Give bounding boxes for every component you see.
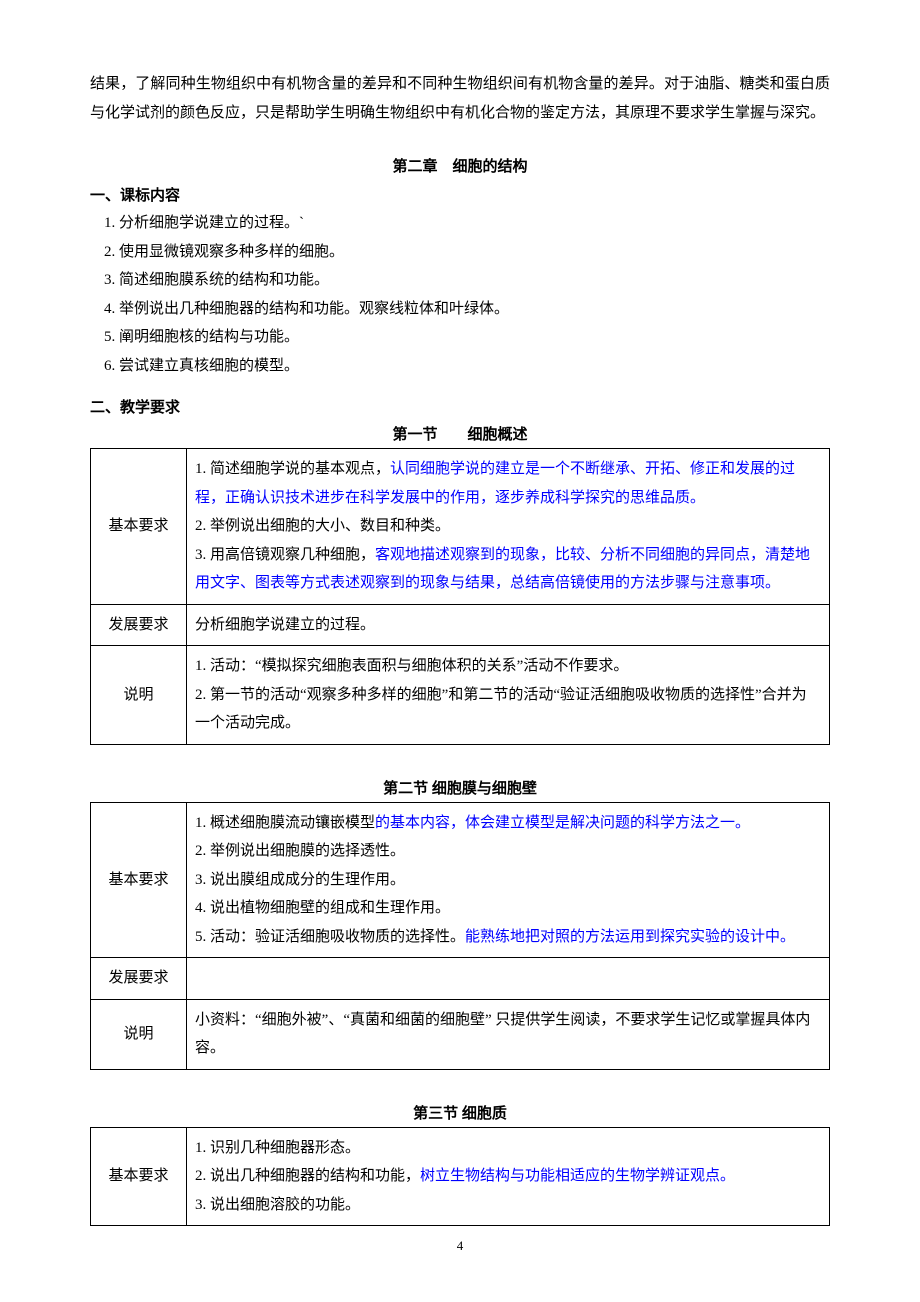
text-segment-blue: 的基本内容，体会建立模型是解决问题的科学方法之一。 — [375, 815, 750, 831]
chapter-title: 第二章 细胞的结构 — [90, 155, 830, 176]
text-segment: 2. 第一节的活动“观察多种多样的细胞”和第二节的活动“验证活细胞吸收物质的选择… — [195, 687, 807, 732]
table-row: 说明 1. 活动：“模拟探究细胞表面积与细胞体积的关系”活动不作要求。 2. 第… — [91, 646, 830, 745]
page-number: 4 — [90, 1238, 830, 1254]
standards-item: 1. 分析细胞学说建立的过程。` — [90, 209, 830, 238]
table-row: 基本要求 1. 简述细胞学说的基本观点，认同细胞学说的建立是一个不断继承、开拓、… — [91, 449, 830, 605]
text-segment: 3. 说出细胞溶胶的功能。 — [195, 1197, 360, 1213]
basic-req-content: 1. 识别几种细胞器形态。 2. 说出几种细胞器的结构和功能，树立生物结构与功能… — [187, 1127, 830, 1226]
note-content: 1. 活动：“模拟探究细胞表面积与细胞体积的关系”活动不作要求。 2. 第一节的… — [187, 646, 830, 745]
table-row: 基本要求 1. 识别几种细胞器形态。 2. 说出几种细胞器的结构和功能，树立生物… — [91, 1127, 830, 1226]
standards-item: 6. 尝试建立真核细胞的模型。 — [90, 352, 830, 381]
dev-req-content — [187, 958, 830, 1000]
standards-item: 4. 举例说出几种细胞器的结构和功能。观察线粒体和叶绿体。 — [90, 295, 830, 324]
table-row: 基本要求 1. 概述细胞膜流动镶嵌模型的基本内容，体会建立模型是解决问题的科学方… — [91, 802, 830, 958]
section-2-heading: 二、教学要求 — [90, 396, 830, 417]
note-label: 说明 — [91, 646, 187, 745]
dev-req-label: 发展要求 — [91, 604, 187, 646]
text-segment: 2. 举例说出细胞膜的选择透性。 — [195, 843, 405, 859]
table-row: 发展要求 — [91, 958, 830, 1000]
text-segment: 1. 识别几种细胞器形态。 — [195, 1140, 360, 1156]
note-label: 说明 — [91, 999, 187, 1069]
basic-req-content: 1. 概述细胞膜流动镶嵌模型的基本内容，体会建立模型是解决问题的科学方法之一。 … — [187, 802, 830, 958]
requirements-table-2: 基本要求 1. 概述细胞膜流动镶嵌模型的基本内容，体会建立模型是解决问题的科学方… — [90, 802, 830, 1070]
section-1-heading: 一、课标内容 — [90, 184, 830, 205]
table-row: 说明 小资料：“细胞外被”、“真菌和细菌的细胞壁” 只提供学生阅读，不要求学生记… — [91, 999, 830, 1069]
note-content: 小资料：“细胞外被”、“真菌和细菌的细胞壁” 只提供学生阅读，不要求学生记忆或掌… — [187, 999, 830, 1069]
standards-list: 1. 分析细胞学说建立的过程。` 2. 使用显微镜观察多种多样的细胞。 3. 简… — [90, 209, 830, 380]
text-segment: 1. 活动：“模拟探究细胞表面积与细胞体积的关系”活动不作要求。 — [195, 658, 628, 674]
text-segment-blue: 能熟练地把对照的方法运用到探究实验的设计中。 — [465, 929, 795, 945]
standards-item: 3. 简述细胞膜系统的结构和功能。 — [90, 266, 830, 295]
dev-req-content: 分析细胞学说建立的过程。 — [187, 604, 830, 646]
intro-paragraph: 结果，了解同种生物组织中有机物含量的差异和不同种生物组织间有机物含量的差异。对于… — [90, 70, 830, 127]
basic-req-content: 1. 简述细胞学说的基本观点，认同细胞学说的建立是一个不断继承、开拓、修正和发展… — [187, 449, 830, 605]
basic-req-label: 基本要求 — [91, 1127, 187, 1226]
dev-req-label: 发展要求 — [91, 958, 187, 1000]
text-segment: 3. 说出膜组成成分的生理作用。 — [195, 872, 405, 888]
subsection-2-title: 第二节 细胞膜与细胞壁 — [90, 777, 830, 798]
requirements-table-3: 基本要求 1. 识别几种细胞器形态。 2. 说出几种细胞器的结构和功能，树立生物… — [90, 1127, 830, 1227]
subsection-1-title: 第一节 细胞概述 — [90, 423, 830, 444]
text-segment: 5. 活动：验证活细胞吸收物质的选择性。 — [195, 929, 465, 945]
text-segment: 1. 概述细胞膜流动镶嵌模型 — [195, 815, 375, 831]
text-segment: 4. 说出植物细胞壁的组成和生理作用。 — [195, 900, 450, 916]
basic-req-label: 基本要求 — [91, 449, 187, 605]
text-segment: 1. 简述细胞学说的基本观点， — [195, 461, 390, 477]
standards-item: 5. 阐明细胞核的结构与功能。 — [90, 323, 830, 352]
text-segment: 2. 举例说出细胞的大小、数目和种类。 — [195, 518, 450, 534]
text-segment: 2. 说出几种细胞器的结构和功能， — [195, 1168, 420, 1184]
text-segment-blue: 树立生物结构与功能相适应的生物学辨证观点。 — [420, 1168, 735, 1184]
basic-req-label: 基本要求 — [91, 802, 187, 958]
table-row: 发展要求 分析细胞学说建立的过程。 — [91, 604, 830, 646]
requirements-table-1: 基本要求 1. 简述细胞学说的基本观点，认同细胞学说的建立是一个不断继承、开拓、… — [90, 448, 830, 745]
subsection-3-title: 第三节 细胞质 — [90, 1102, 830, 1123]
text-segment: 3. 用高倍镜观察几种细胞， — [195, 547, 375, 563]
standards-item: 2. 使用显微镜观察多种多样的细胞。 — [90, 238, 830, 267]
